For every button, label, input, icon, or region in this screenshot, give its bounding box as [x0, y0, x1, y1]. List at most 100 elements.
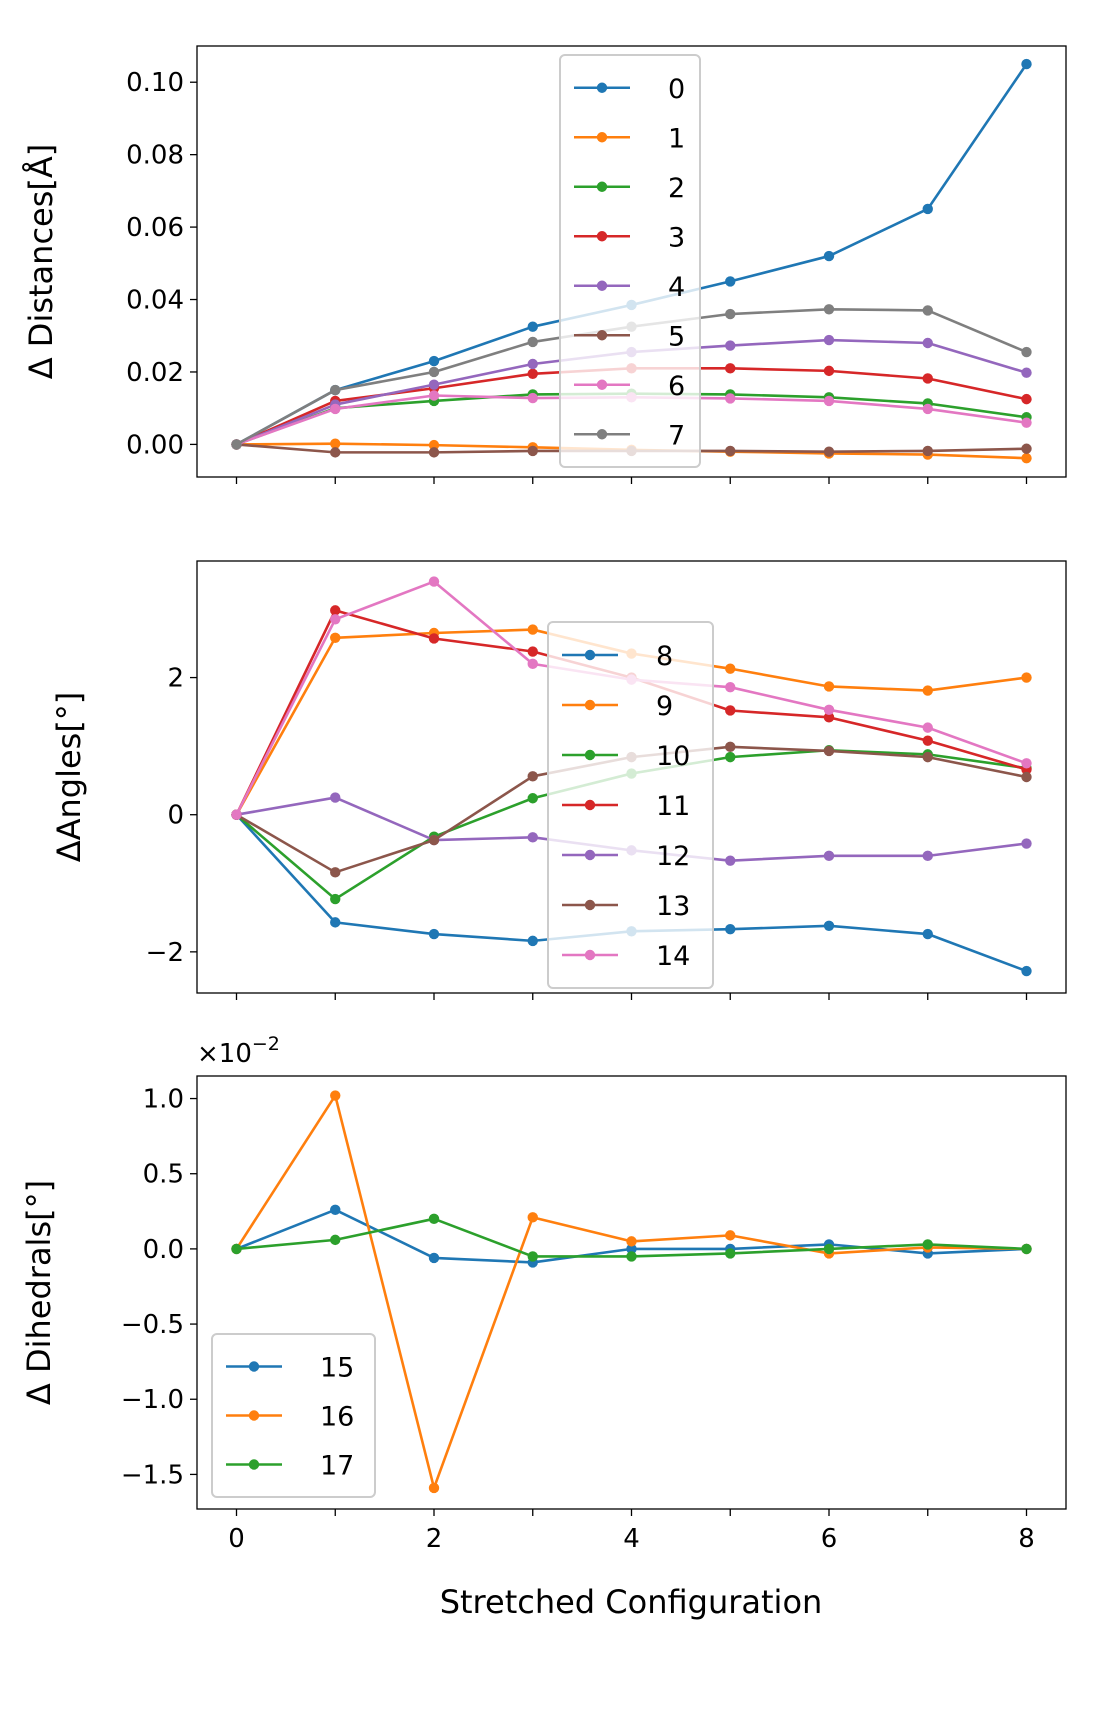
y-tick-label: −1.5	[121, 1460, 184, 1490]
series-point-9	[527, 624, 538, 635]
y-offset-text: ×10−2	[197, 1033, 280, 1069]
legend-frame	[559, 54, 701, 468]
series-point-13	[823, 745, 835, 757]
legend-marker-2	[596, 181, 608, 192]
series-point-0	[527, 321, 538, 332]
legend-label-17: 17	[320, 1451, 354, 1482]
legend-marker-10	[584, 749, 596, 761]
y-axis-label: Δ Distances[Å]	[22, 144, 60, 380]
x-tick-label: 2	[426, 1524, 443, 1554]
series-point-8	[725, 924, 736, 935]
legend-label-11: 11	[656, 791, 690, 822]
series-point-15	[330, 1204, 341, 1216]
series-point-10	[725, 751, 736, 763]
series-point-11	[725, 705, 736, 716]
legend-label-8: 8	[656, 641, 673, 672]
legend-marker-7	[596, 429, 608, 440]
series-point-17	[823, 1243, 835, 1255]
y-tick-label: 1.0	[143, 1085, 184, 1115]
series-point-14	[231, 809, 242, 820]
series-point-0	[428, 355, 440, 367]
x-tick-label: 8	[1018, 1524, 1035, 1554]
series-point-14	[428, 576, 440, 587]
series-point-6	[330, 403, 341, 415]
x-tick-label: 0	[228, 1524, 245, 1554]
series-point-12	[527, 832, 538, 843]
series-point-8	[527, 935, 538, 947]
series-point-1	[1021, 452, 1032, 464]
series-point-7	[922, 305, 933, 316]
series-point-17	[330, 1234, 341, 1246]
y-axis-label: ΔAngles[°]	[50, 692, 88, 863]
series-point-5	[428, 447, 440, 458]
y-offset-base: ×10	[197, 1039, 252, 1069]
y-tick-label: 0.0	[143, 1235, 184, 1265]
series-point-10	[527, 793, 538, 804]
series-point-13	[527, 771, 538, 782]
legend: 15 16 17	[211, 1333, 376, 1498]
legend-marker-16	[248, 1410, 260, 1421]
legend-label-15: 15	[320, 1353, 354, 1384]
series-point-7	[527, 336, 538, 348]
series-point-16	[527, 1212, 538, 1223]
series-point-1	[428, 439, 440, 451]
series-point-0	[1021, 58, 1032, 70]
series-point-11	[922, 735, 933, 746]
series-point-7	[823, 304, 835, 315]
series-point-12	[1021, 838, 1032, 849]
series-point-0	[725, 276, 736, 287]
series-point-12	[725, 855, 736, 866]
legend-label-2: 2	[668, 173, 685, 204]
series-point-8	[922, 928, 933, 940]
y-tick-label: 0.02	[126, 358, 184, 388]
series-point-5	[823, 446, 835, 457]
legend-marker-4	[596, 280, 608, 291]
series-point-7	[330, 384, 341, 396]
series-point-4	[922, 337, 933, 349]
legend-label-16: 16	[320, 1402, 354, 1433]
series-point-6	[1021, 417, 1032, 428]
series-point-6	[823, 395, 835, 407]
series-point-7	[428, 366, 440, 378]
series-point-17	[725, 1248, 736, 1259]
series-point-6	[922, 403, 933, 415]
series-point-16	[428, 1482, 440, 1494]
series-point-0	[922, 203, 933, 215]
legend-marker-13	[584, 899, 596, 911]
y-tick-label: 0.5	[143, 1160, 184, 1190]
series-point-12	[330, 792, 341, 803]
series-point-14	[725, 681, 736, 693]
series-point-15	[626, 1243, 637, 1255]
series-point-8	[823, 920, 835, 931]
series-point-16	[330, 1090, 341, 1101]
series-point-7	[231, 439, 242, 450]
series-point-11	[428, 633, 440, 644]
series-point-4	[527, 358, 538, 370]
y-tick-label: 0.00	[126, 430, 184, 460]
legend-label-1: 1	[668, 123, 685, 154]
series-point-1	[330, 438, 341, 449]
legend-label-5: 5	[668, 321, 685, 352]
legend-marker-15	[248, 1361, 260, 1372]
series-point-3	[1021, 393, 1032, 405]
series-point-13	[922, 751, 933, 763]
series-point-6	[428, 390, 440, 401]
y-tick-label: 2	[167, 664, 184, 694]
series-point-3	[527, 368, 538, 379]
series-point-8	[330, 917, 341, 928]
legend-label-7: 7	[668, 420, 685, 451]
series-point-9	[823, 681, 835, 692]
legend-frame	[547, 621, 714, 989]
y-tick-label: −0.5	[121, 1310, 184, 1340]
y-tick-label: 0.08	[126, 141, 184, 171]
series-point-17	[231, 1243, 242, 1255]
series-point-6	[527, 392, 538, 404]
y-tick-label: 0.06	[126, 213, 184, 243]
series-point-9	[725, 663, 736, 674]
series-point-17	[922, 1239, 933, 1250]
series-point-14	[922, 722, 933, 733]
series-point-14	[1021, 758, 1032, 769]
angles-panel: −2 0 2 ΔAngles[°] 8 9 10 11 12 13 14	[50, 560, 1067, 1000]
legend-label-13: 13	[656, 891, 690, 922]
